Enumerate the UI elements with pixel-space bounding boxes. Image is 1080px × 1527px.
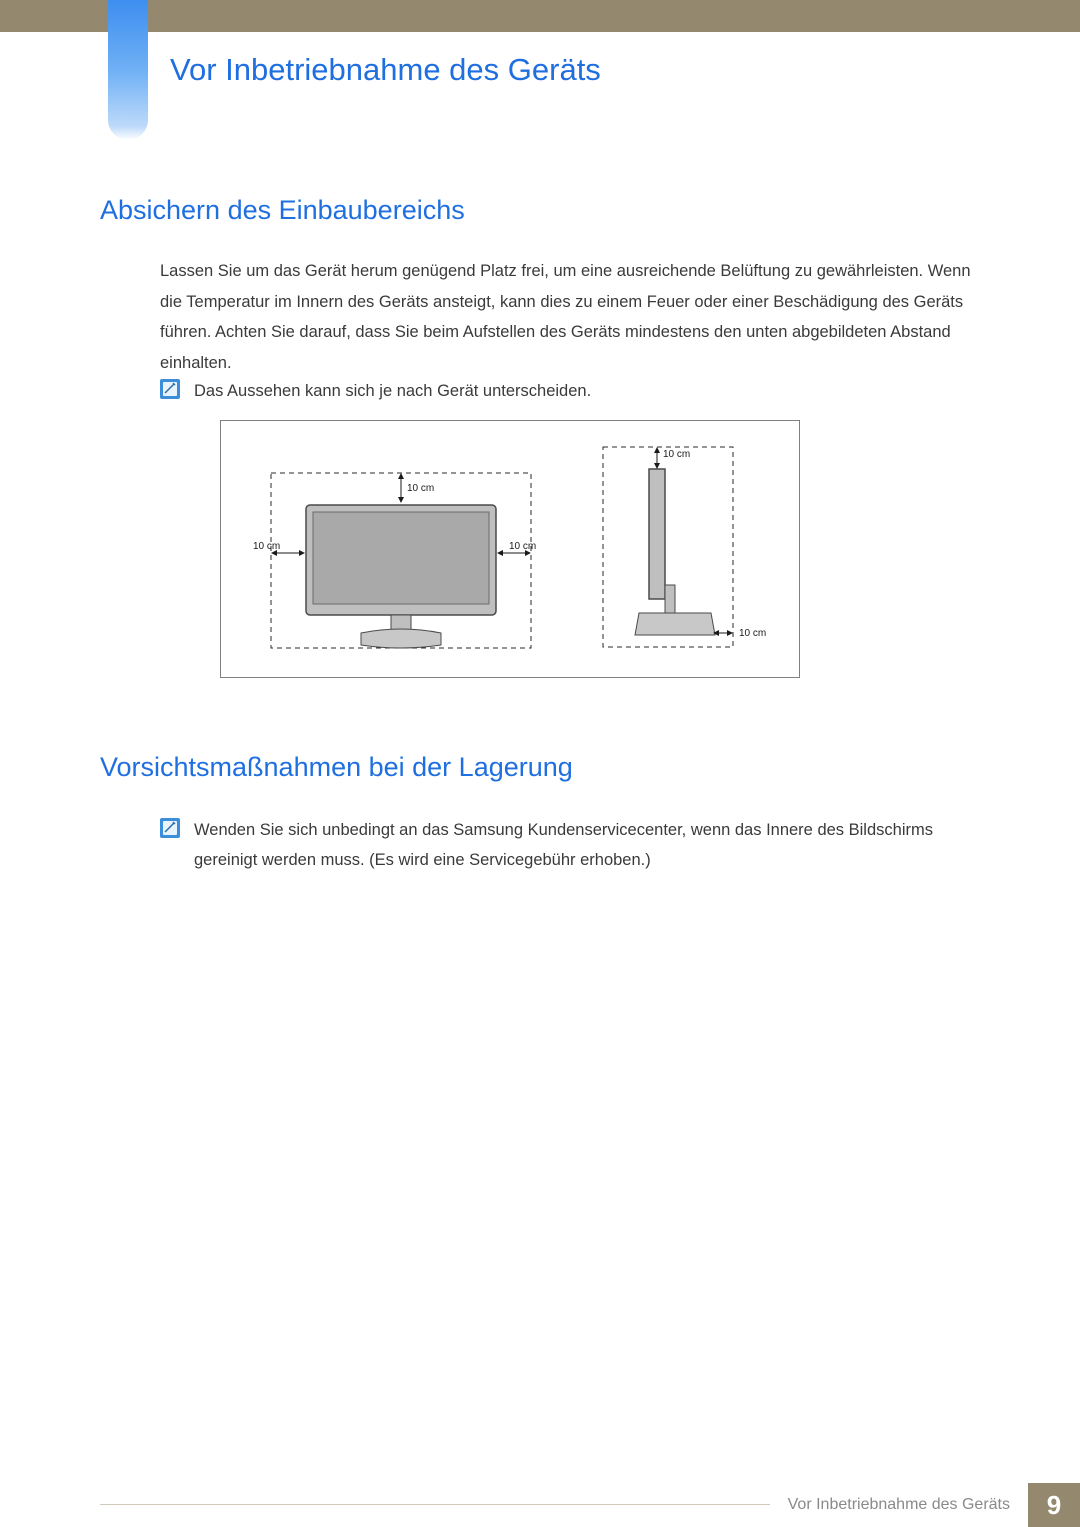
fig-label-top-right: 10 cm [663,449,690,460]
section2-heading: Vorsichtsmaßnahmen bei der Lagerung [100,752,573,783]
section2-note-text: Wenden Sie sich unbedingt an das Samsung… [194,816,980,875]
note-icon [160,379,180,399]
page-footer: Vor Inbetriebnahme des Geräts 9 [0,1483,1080,1527]
section2-note-row: Wenden Sie sich unbedingt an das Samsung… [160,816,980,875]
clearance-figure: 10 cm 10 cm 10 cm 10 cm 10 cm [220,420,800,678]
page-title: Vor Inbetriebnahme des Geräts [170,52,601,88]
fig-label-top-left: 10 cm [407,483,434,494]
section1-paragraph: Lassen Sie um das Gerät herum genügend P… [160,256,980,378]
blue-side-tab [108,0,148,140]
footer-text: Vor Inbetriebnahme des Geräts [770,1483,1028,1527]
fig-label-left: 10 cm [253,541,280,552]
footer-divider [100,1504,770,1527]
note-icon [160,818,180,838]
section1-heading: Absichern des Einbaubereichs [100,195,465,226]
fig-label-right: 10 cm [509,541,536,552]
page-number: 9 [1028,1483,1080,1527]
top-accent-bar [0,0,1080,32]
section1-note-row: Das Aussehen kann sich je nach Gerät unt… [160,377,980,407]
section1-note-text: Das Aussehen kann sich je nach Gerät unt… [194,377,591,407]
figure-front-view [251,435,551,665]
fig-label-side-bottom: 10 cm [739,628,766,639]
